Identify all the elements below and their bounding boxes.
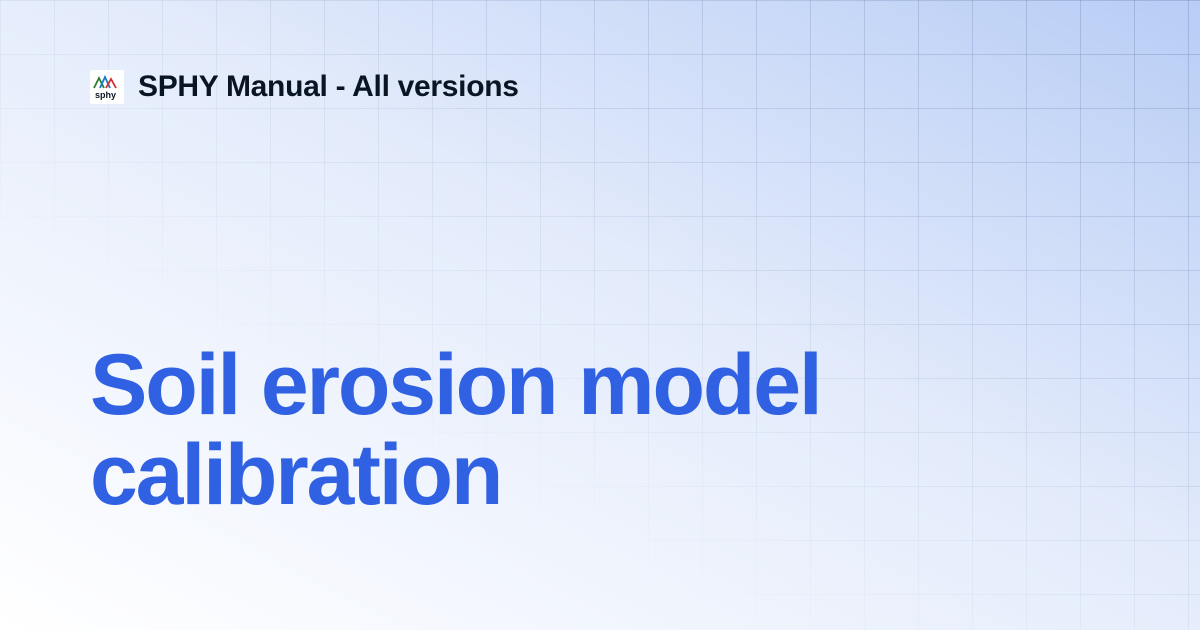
header-title: SPHY Manual - All versions <box>138 70 519 104</box>
header: sphy SPHY Manual - All versions <box>90 70 519 104</box>
banner-canvas: sphy SPHY Manual - All versions Soil ero… <box>0 0 1200 630</box>
svg-text:sphy: sphy <box>95 90 116 100</box>
page-title: Soil erosion model calibration <box>90 340 1090 521</box>
sphy-logo-icon: sphy <box>90 70 124 104</box>
